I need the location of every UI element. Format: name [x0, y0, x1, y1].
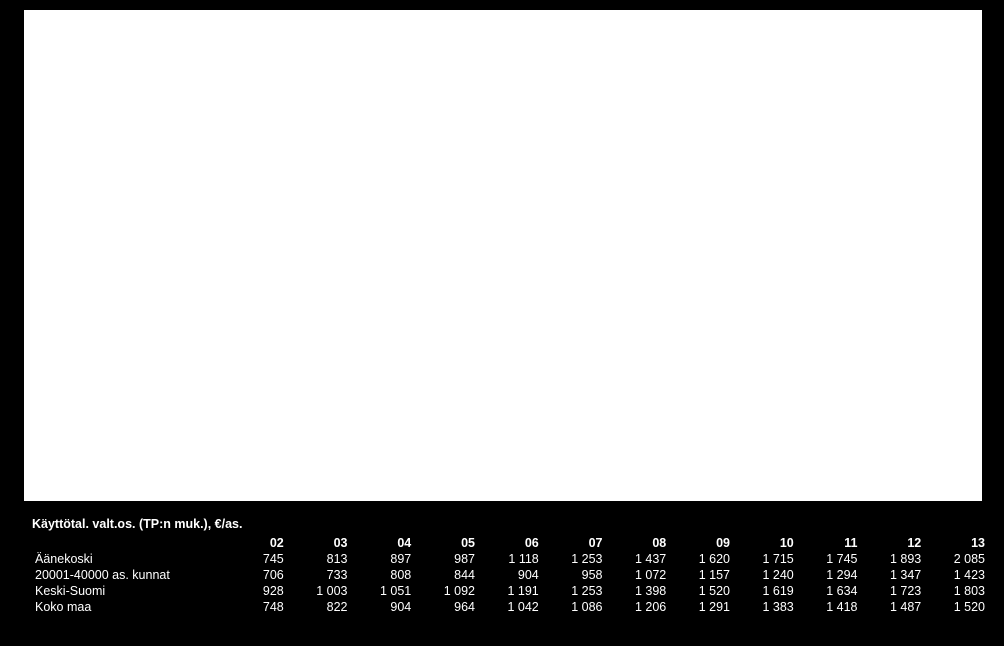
- table-cell: 987: [414, 551, 478, 567]
- row-label: Äänekoski: [32, 551, 223, 567]
- table-cell: 706: [223, 567, 287, 583]
- table-cell: 1 383: [733, 599, 797, 615]
- table-header-year: 04: [351, 535, 415, 551]
- table-cell: 745: [223, 551, 287, 567]
- table-header-year: 03: [287, 535, 351, 551]
- table-cell: 1 803: [924, 583, 988, 599]
- table-cell: 1 487: [861, 599, 925, 615]
- row-label: Koko maa: [32, 599, 223, 615]
- page-root: Käyttötal. valt.os. (TP:n muk.), €/as. 0…: [0, 0, 1004, 646]
- table-header-year: 05: [414, 535, 478, 551]
- table-cell: 1 051: [351, 583, 415, 599]
- table-cell: 958: [542, 567, 606, 583]
- table-cell: 813: [287, 551, 351, 567]
- row-label: Keski-Suomi: [32, 583, 223, 599]
- table-cell: 1 619: [733, 583, 797, 599]
- table-cell: 1 398: [606, 583, 670, 599]
- table-header-year: 06: [478, 535, 542, 551]
- table-cell: 1 294: [797, 567, 861, 583]
- table-cell: 1 092: [414, 583, 478, 599]
- table-cell: 822: [287, 599, 351, 615]
- table-cell: 844: [414, 567, 478, 583]
- table-body: Äänekoski7458138979871 1181 2531 4371 62…: [32, 551, 988, 615]
- chart-panel: [24, 10, 982, 501]
- table-cell: 1 347: [861, 567, 925, 583]
- table-cell: 1 423: [924, 567, 988, 583]
- table-cell: 1 715: [733, 551, 797, 567]
- table-cell: 1 042: [478, 599, 542, 615]
- table-cell: 1 253: [542, 551, 606, 567]
- table-header-year: 11: [797, 535, 861, 551]
- table-cell: 964: [414, 599, 478, 615]
- table-cell: 1 118: [478, 551, 542, 567]
- table-cell: 808: [351, 567, 415, 583]
- table-header-year: 02: [223, 535, 287, 551]
- table-cell: 897: [351, 551, 415, 567]
- table-cell: 1 620: [669, 551, 733, 567]
- table-header-year: 13: [924, 535, 988, 551]
- table-header-row: 020304050607080910111213: [32, 535, 988, 551]
- table-cell: 1 086: [542, 599, 606, 615]
- table-header-year: 07: [542, 535, 606, 551]
- table-row: Koko maa7488229049641 0421 0861 2061 291…: [32, 599, 988, 615]
- table-title: Käyttötal. valt.os. (TP:n muk.), €/as.: [32, 517, 988, 531]
- table-header-empty: [32, 535, 223, 551]
- table-cell: 1 723: [861, 583, 925, 599]
- table-cell: 1 634: [797, 583, 861, 599]
- table-cell: 1 191: [478, 583, 542, 599]
- table-cell: 1 291: [669, 599, 733, 615]
- table-cell: 748: [223, 599, 287, 615]
- table-header-year: 10: [733, 535, 797, 551]
- table-header-year: 08: [606, 535, 670, 551]
- table-cell: 1 003: [287, 583, 351, 599]
- table-header-year: 12: [861, 535, 925, 551]
- table-cell: 1 745: [797, 551, 861, 567]
- table-row: 20001-40000 as. kunnat706733808844904958…: [32, 567, 988, 583]
- table-header-year: 09: [669, 535, 733, 551]
- table-cell: 1 072: [606, 567, 670, 583]
- data-table: 020304050607080910111213 Äänekoski745813…: [32, 535, 988, 615]
- data-table-wrap: Käyttötal. valt.os. (TP:n muk.), €/as. 0…: [32, 517, 988, 615]
- table-cell: 1 893: [861, 551, 925, 567]
- table-cell: 1 520: [669, 583, 733, 599]
- table-cell: 1 157: [669, 567, 733, 583]
- table-cell: 2 085: [924, 551, 988, 567]
- table-cell: 1 520: [924, 599, 988, 615]
- table-row: Äänekoski7458138979871 1181 2531 4371 62…: [32, 551, 988, 567]
- row-label: 20001-40000 as. kunnat: [32, 567, 223, 583]
- table-cell: 928: [223, 583, 287, 599]
- table-cell: 1 437: [606, 551, 670, 567]
- table-row: Keski-Suomi9281 0031 0511 0921 1911 2531…: [32, 583, 988, 599]
- table-cell: 1 418: [797, 599, 861, 615]
- table-cell: 1 240: [733, 567, 797, 583]
- table-cell: 904: [351, 599, 415, 615]
- table-cell: 1 206: [606, 599, 670, 615]
- table-cell: 904: [478, 567, 542, 583]
- table-cell: 1 253: [542, 583, 606, 599]
- table-cell: 733: [287, 567, 351, 583]
